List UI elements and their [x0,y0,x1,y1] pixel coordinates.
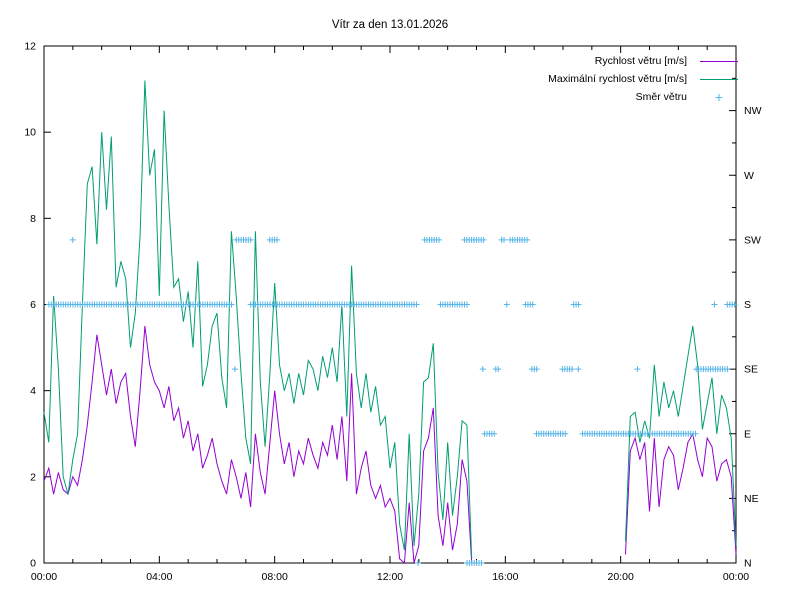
legend-row-speed: Rychlost větru [m/s] [548,52,738,70]
x-tick-label: 12:00 [377,571,403,583]
compass-tick-label: S [744,299,751,311]
chart-legend: Rychlost větru [m/s] Maximální rychlost … [548,52,738,106]
compass-tick-label: SE [744,364,758,376]
compass-tick-label: N [744,558,752,570]
y-tick-label: 8 [30,213,36,225]
legend-row-max-speed: Maximální rychlost větru [m/s] [548,70,738,88]
max-speed-line-swatch [700,78,738,80]
speed-line-swatch [700,60,738,62]
chart-title: Vítr za den 13.01.2026 [331,19,449,31]
y-tick-label: 6 [30,299,36,311]
y-tick-label: 12 [24,41,36,53]
compass-tick-label: SW [744,234,761,246]
y-tick-label: 10 [24,127,36,139]
legend-label-direction: Směr větru [635,91,687,103]
legend-label-max-speed: Maximální rychlost větru [m/s] [548,73,687,85]
speed-line [43,325,737,565]
x-tick-label: 00:00 [31,571,57,583]
compass-tick-label: NE [744,493,759,505]
y-tick-label: 0 [30,558,36,570]
x-tick-label: 00:00 [723,571,749,583]
x-tick-label: 20:00 [608,571,634,583]
compass-tick-label: W [744,170,754,182]
legend-row-direction: Směr větru + [548,88,738,106]
plus-marker-icon: + [714,89,724,105]
direction-markers [45,236,738,566]
max-speed-line [43,80,737,559]
compass-tick-label: E [744,428,751,440]
compass-tick-label: NW [744,105,762,117]
x-tick-label: 04:00 [146,571,172,583]
y-tick-label: 2 [30,471,36,483]
x-tick-label: 16:00 [492,571,518,583]
legend-label-speed: Rychlost větru [m/s] [594,55,687,67]
x-tick-label: 08:00 [262,571,288,583]
y-tick-label: 4 [30,385,36,397]
